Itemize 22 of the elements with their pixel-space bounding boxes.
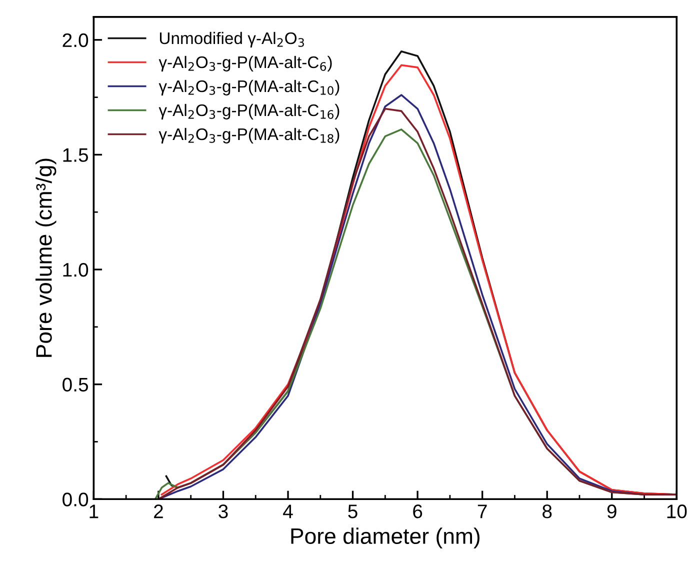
legend-label: γ-Al$_{2}$O$_{3}$-g-P(MA-alt-C$_{16}$) <box>158 104 340 120</box>
y-tick-label: 0.0 <box>62 492 88 506</box>
legend-label: Unmodified γ-Al$_{2}$O$_{3}$ <box>160 32 304 48</box>
legend-label: γ-Al$_{2}$O$_{3}$-g-P(MA-alt-C$_{18}$) <box>158 128 340 144</box>
y-tick-label: 0.5 <box>62 378 88 392</box>
x-tick-label: 2 <box>154 504 163 518</box>
x-tick-label: 5 <box>348 504 358 518</box>
x-tick-label: 9 <box>607 504 616 518</box>
legend-label: γ-Al$_{2}$O$_{3}$-g-P(MA-alt-C$_{10}$) <box>158 80 340 96</box>
legend-label: γ-Al$_{2}$O$_{3}$-g-P(MA-alt-C$_{6}$) <box>158 56 332 72</box>
x-tick-label: 10 <box>667 504 687 518</box>
x-axis-title: Pore diameter (nm) <box>291 528 480 548</box>
x-tick-label: 1 <box>90 504 98 518</box>
y-tick-label: 1.0 <box>63 262 88 277</box>
x-tick-label: 6 <box>413 504 422 518</box>
y-axis-title: Pore volume (cm³/g) <box>36 158 56 357</box>
x-tick-label: 4 <box>283 504 293 518</box>
x-tick-label: 7 <box>478 504 487 518</box>
x-tick-label: 8 <box>542 504 552 518</box>
y-tick-label: 2.0 <box>62 33 88 48</box>
x-tick-label: 3 <box>218 504 228 518</box>
y-tick-label: 1.5 <box>63 148 88 162</box>
